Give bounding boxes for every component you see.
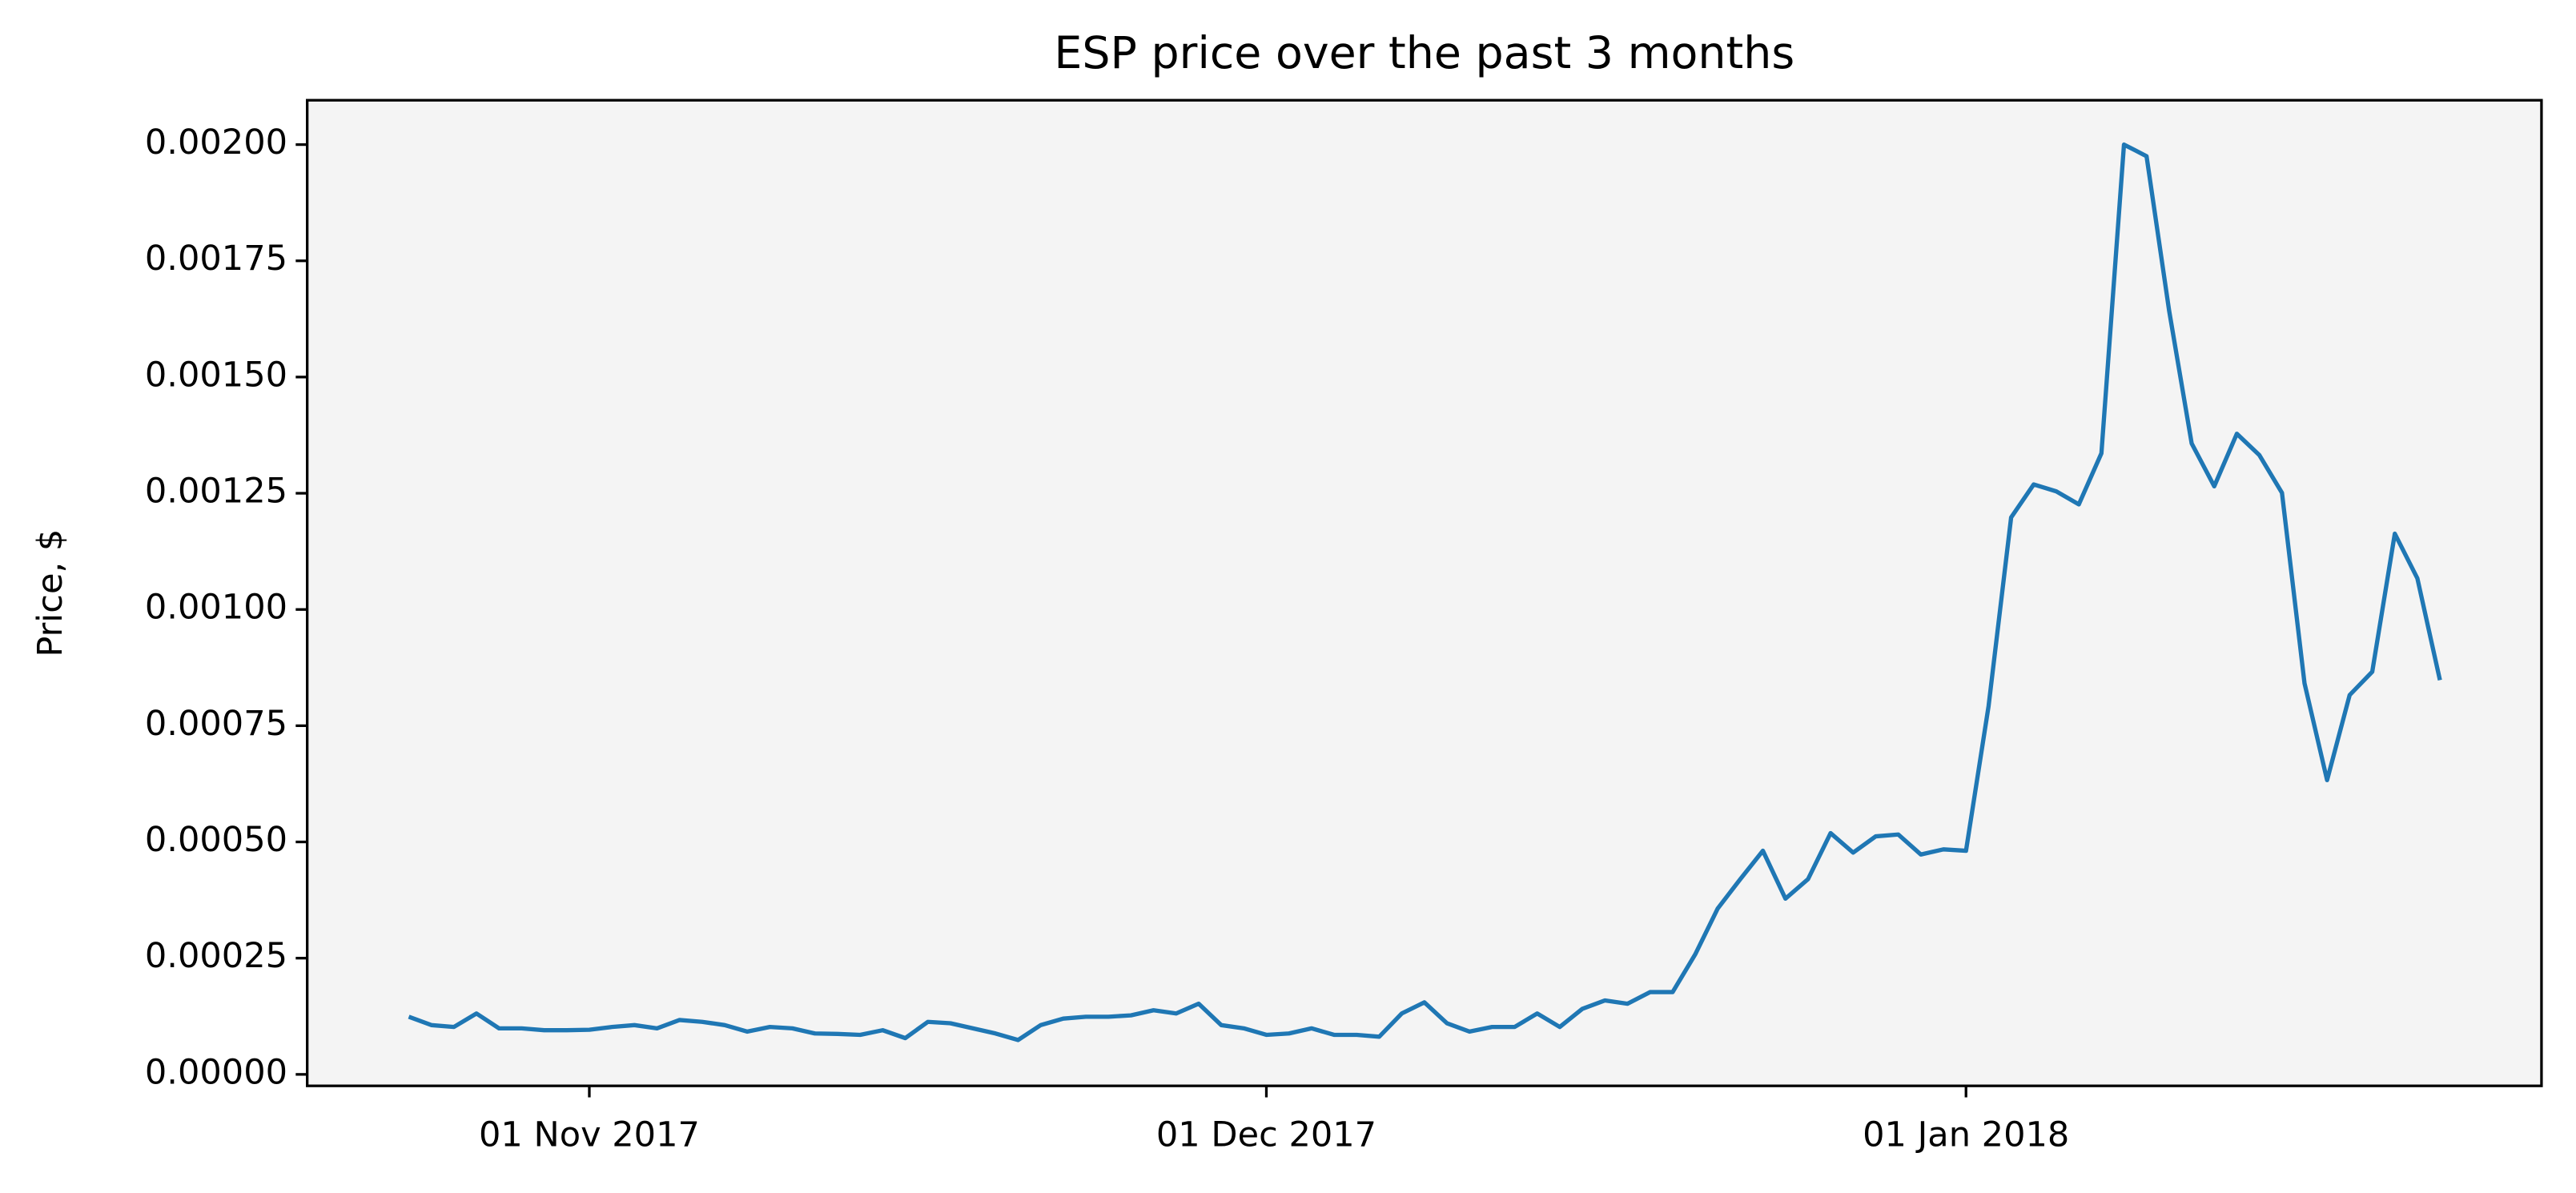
y-tick-label: 0.00150	[145, 355, 287, 395]
y-tick-label: 0.00025	[145, 936, 287, 976]
chart-title: ESP price over the past 3 months	[1054, 28, 1794, 79]
plot-area	[307, 100, 2542, 1087]
plot-frame	[306, 98, 2543, 1087]
y-tick-label: 0.00075	[145, 704, 287, 744]
price-line	[408, 142, 2442, 1042]
y-tick-label: 0.00175	[145, 239, 287, 279]
y-tick-label: 0.00050	[145, 820, 287, 860]
x-tick-label: 01 Nov 2017	[479, 1115, 700, 1155]
y-tick-label: 0.00200	[145, 123, 287, 163]
x-tick-label: 01 Dec 2017	[1156, 1115, 1376, 1155]
y-tick-label: 0.00125	[145, 472, 287, 512]
y-axis-label: Price, $	[30, 529, 70, 657]
x-tick-label: 01 Jan 2018	[1863, 1115, 2069, 1155]
y-tick-label: 0.00100	[145, 588, 287, 628]
y-tick-label: 0.00000	[145, 1052, 287, 1092]
